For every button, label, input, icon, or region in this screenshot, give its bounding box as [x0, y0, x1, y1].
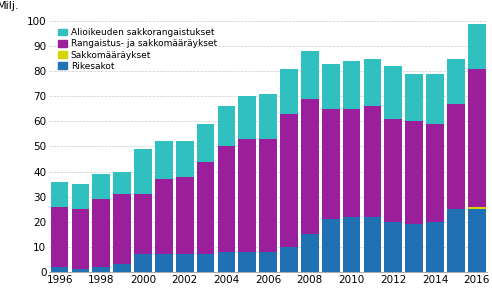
Bar — [197, 124, 215, 162]
Bar — [468, 69, 486, 207]
Bar — [447, 209, 464, 272]
Bar — [301, 234, 319, 272]
Bar — [155, 141, 173, 179]
Bar — [301, 51, 319, 99]
Bar — [447, 104, 464, 209]
Bar — [92, 174, 110, 199]
Bar — [155, 179, 173, 254]
Bar — [447, 59, 464, 104]
Text: Milj.: Milj. — [0, 1, 19, 11]
Bar — [134, 194, 152, 254]
Bar — [217, 146, 235, 252]
Bar — [468, 209, 486, 272]
Bar — [384, 119, 402, 222]
Bar — [239, 252, 256, 272]
Bar — [364, 106, 381, 217]
Bar — [405, 121, 423, 224]
Bar — [176, 254, 193, 272]
Bar — [322, 109, 339, 219]
Bar — [134, 149, 152, 194]
Bar — [259, 94, 277, 139]
Bar — [92, 267, 110, 272]
Bar — [113, 264, 131, 272]
Bar — [197, 254, 215, 272]
Bar — [280, 69, 298, 114]
Bar — [343, 61, 361, 109]
Bar — [217, 106, 235, 146]
Bar — [72, 184, 90, 209]
Bar — [259, 252, 277, 272]
Bar — [239, 139, 256, 252]
Bar — [155, 254, 173, 272]
Bar — [239, 96, 256, 139]
Bar — [384, 222, 402, 272]
Bar — [51, 267, 68, 272]
Bar — [343, 109, 361, 217]
Bar — [259, 139, 277, 252]
Bar — [92, 199, 110, 267]
Bar — [364, 59, 381, 106]
Bar — [217, 252, 235, 272]
Bar — [176, 177, 193, 254]
Bar — [301, 99, 319, 234]
Legend: Alioikeuden sakkorangaistukset, Rangaistus- ja sakkomääräykset, Sakkomääräykset,: Alioikeuden sakkorangaistukset, Rangaist… — [58, 28, 217, 71]
Bar — [72, 269, 90, 272]
Bar — [426, 74, 444, 124]
Bar — [134, 254, 152, 272]
Bar — [113, 172, 131, 194]
Bar — [405, 224, 423, 272]
Bar — [426, 222, 444, 272]
Bar — [72, 209, 90, 269]
Bar — [405, 74, 423, 121]
Bar — [343, 217, 361, 272]
Bar — [468, 207, 486, 209]
Bar — [176, 141, 193, 177]
Bar — [364, 217, 381, 272]
Bar — [322, 219, 339, 272]
Bar — [51, 182, 68, 207]
Bar — [197, 162, 215, 254]
Bar — [280, 114, 298, 247]
Bar — [113, 194, 131, 264]
Bar — [51, 207, 68, 267]
Bar — [426, 124, 444, 222]
Bar — [322, 64, 339, 109]
Bar — [468, 24, 486, 69]
Bar — [384, 66, 402, 119]
Bar — [280, 247, 298, 272]
